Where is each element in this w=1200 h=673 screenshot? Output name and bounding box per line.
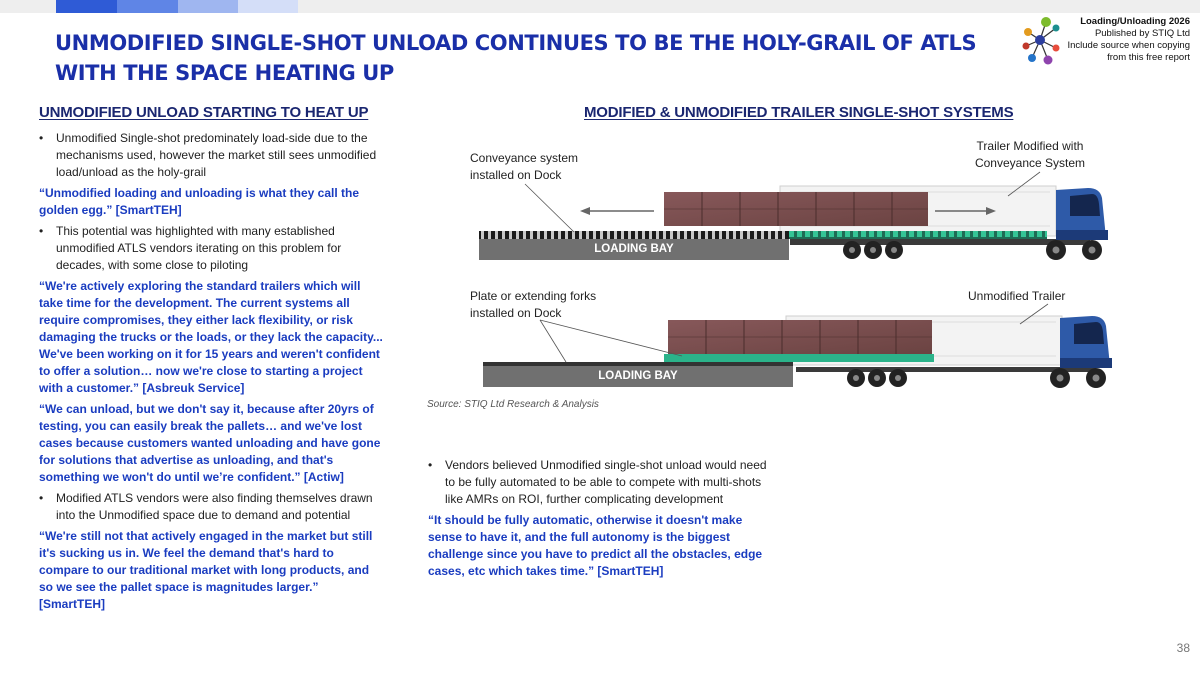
loading-bay-label-bottom: LOADING BAY <box>598 370 678 382</box>
tab-strip-4 <box>238 0 298 13</box>
tab-strip-3 <box>178 0 238 13</box>
bullet-item: Modified ATLS vendors were also finding … <box>39 490 383 524</box>
diagram-source: Source: STIQ Ltd Research & Analysis <box>427 399 599 410</box>
bullet-item: Unmodified Single-shot predominately loa… <box>39 130 383 181</box>
copy-note-2: from this free report <box>1107 52 1190 63</box>
quote-smartteh-2: “We're still not that actively engaged i… <box>39 529 373 611</box>
diagram-svg <box>479 171 1112 388</box>
right-section-heading: MODIFIED & UNMODIFIED TRAILER SINGLE-SHO… <box>584 104 1014 121</box>
trailer-conveyor <box>789 231 1047 239</box>
dock-conveyor-top <box>479 231 789 239</box>
single-shot-diagram: Conveyance system installed on Dock Trai… <box>420 134 1140 396</box>
report-name: Loading/Unloading 2026 <box>1080 16 1190 27</box>
loading-bay-top <box>479 239 789 260</box>
top-strip <box>0 0 1200 13</box>
quote-actiw: “We can unload, but we don't say it, bec… <box>39 402 381 484</box>
tab-strip-1 <box>56 0 117 13</box>
published-by: Published by STIQ Ltd <box>1094 28 1190 39</box>
loading-bay-bottom <box>483 366 793 387</box>
direction-arrow-top <box>580 207 996 215</box>
left-column: Unmodified Single-shot predominately loa… <box>39 130 383 617</box>
page-number: 38 <box>1176 641 1190 655</box>
right-column: Vendors believed Unmodified single-shot … <box>428 457 768 584</box>
label-trailer-modified: Trailer Modified with Conveyance System <box>974 139 1086 170</box>
bullet-item: Vendors believed Unmodified single-shot … <box>428 457 768 508</box>
pallet-stack-top <box>664 192 928 226</box>
top-scene <box>479 171 1108 260</box>
loading-bay-label-top: LOADING BAY <box>594 243 674 255</box>
bottom-scene <box>483 303 1112 388</box>
truck-cab-top <box>1056 188 1108 240</box>
left-section-heading: UNMODIFIED UNLOAD STARTING TO HEAT UP <box>39 104 369 121</box>
quote-asbreuk: “We're actively exploring the standard t… <box>39 279 383 395</box>
dock-plate <box>483 362 793 366</box>
label-conveyance-dock: Conveyance system installed on Dock <box>470 151 579 182</box>
publisher-info: Loading/Unloading 2026 Published by STIQ… <box>1030 16 1190 64</box>
quote-smartteh-1: “Unmodified loading and unloading is wha… <box>39 186 360 217</box>
page-title: UNMODIFIED SINGLE-SHOT UNLOAD CONTINUES … <box>55 31 977 85</box>
tab-strip-2 <box>117 0 178 13</box>
bullet-item: This potential was highlighted with many… <box>39 223 383 274</box>
copy-note-1: Include source when copying <box>1067 40 1190 51</box>
label-plate-forks: Plate or extending forks installed on Do… <box>470 289 597 320</box>
extending-forks <box>664 354 934 362</box>
label-unmodified-trailer: Unmodified Trailer <box>968 289 1066 303</box>
stiq-logo-icon <box>1022 17 1060 65</box>
quote-smartteh-3: “It should be fully automatic, otherwise… <box>428 513 763 578</box>
pallet-stack-bottom <box>668 320 932 354</box>
truck-cab-bottom <box>1060 316 1112 368</box>
